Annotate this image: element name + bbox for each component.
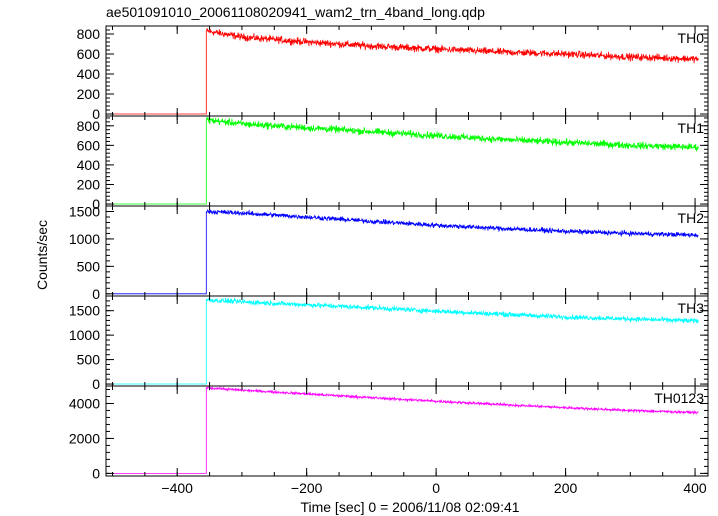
x-tick-label: 200 bbox=[554, 480, 578, 496]
panel-label: TH2 bbox=[678, 210, 705, 226]
panel-th1: 0 200 400 600 800 TH1 bbox=[77, 115, 709, 212]
y-tick-label: 0 bbox=[92, 286, 100, 302]
y-tick-label: 0 bbox=[92, 465, 100, 481]
x-tick-label: −400 bbox=[161, 480, 193, 496]
series-line-th0123 bbox=[112, 386, 699, 474]
y-tick-label: 400 bbox=[77, 157, 101, 173]
y-tick-label: 0 bbox=[92, 196, 100, 212]
y-tick-label: 1000 bbox=[69, 231, 100, 247]
panel-frame bbox=[105, 115, 709, 207]
y-tick-label: 200 bbox=[77, 86, 101, 102]
panel-th2: 0 500 1000 1500 TH2 bbox=[69, 203, 709, 302]
y-tick-label: 0 bbox=[92, 106, 100, 122]
panel-label: TH0123 bbox=[654, 390, 704, 406]
y-tick-label: 4000 bbox=[69, 395, 100, 411]
y-tick-label: 800 bbox=[77, 26, 101, 42]
chart-title: ae501091010_20061108020941_wam2_trn_4ban… bbox=[106, 4, 485, 20]
panel-th0: 0 200 400 600 800 TH0 bbox=[77, 25, 709, 122]
y-tick-label: 600 bbox=[77, 137, 101, 153]
y-tick-label: 1500 bbox=[69, 203, 100, 219]
series-line-th3 bbox=[112, 297, 699, 385]
y-tick-label: 1000 bbox=[69, 327, 100, 343]
x-tick-label: −200 bbox=[291, 480, 323, 496]
y-tick-label: 800 bbox=[77, 118, 101, 134]
series-line-th1 bbox=[112, 116, 699, 205]
y-tick-label: 1500 bbox=[69, 303, 100, 319]
panel-label: TH0 bbox=[678, 30, 705, 46]
y-tick-label: 2000 bbox=[69, 430, 100, 446]
panel-th0123: 0 2000 4000 TH0123 bbox=[69, 385, 709, 481]
y-tick-label: 600 bbox=[77, 46, 101, 62]
y-axis-title: Counts/sec bbox=[34, 220, 50, 290]
x-tick-label: 0 bbox=[432, 480, 440, 496]
x-tick-label: 400 bbox=[683, 480, 707, 496]
y-tick-label: 200 bbox=[77, 176, 101, 192]
series-line-th2 bbox=[112, 209, 699, 295]
y-tick-label: 0 bbox=[92, 376, 100, 392]
x-axis-title: Time [sec] 0 = 2006/11/08 02:09:41 bbox=[300, 499, 519, 515]
panel-frame bbox=[105, 205, 709, 297]
panels-group: 0 200 400 600 800 TH0 0 200 400 600 800 TH1 0 500 1000… bbox=[69, 25, 709, 496]
y-tick-label: 400 bbox=[77, 66, 101, 82]
panel-frame bbox=[105, 25, 709, 117]
panel-label: TH3 bbox=[678, 300, 705, 316]
panel-th3: 0 500 1000 1500 TH3 bbox=[69, 295, 709, 392]
y-tick-label: 500 bbox=[77, 352, 101, 368]
y-tick-label: 500 bbox=[77, 258, 101, 274]
panel-label: TH1 bbox=[678, 120, 705, 136]
series-line-th0 bbox=[112, 28, 699, 115]
